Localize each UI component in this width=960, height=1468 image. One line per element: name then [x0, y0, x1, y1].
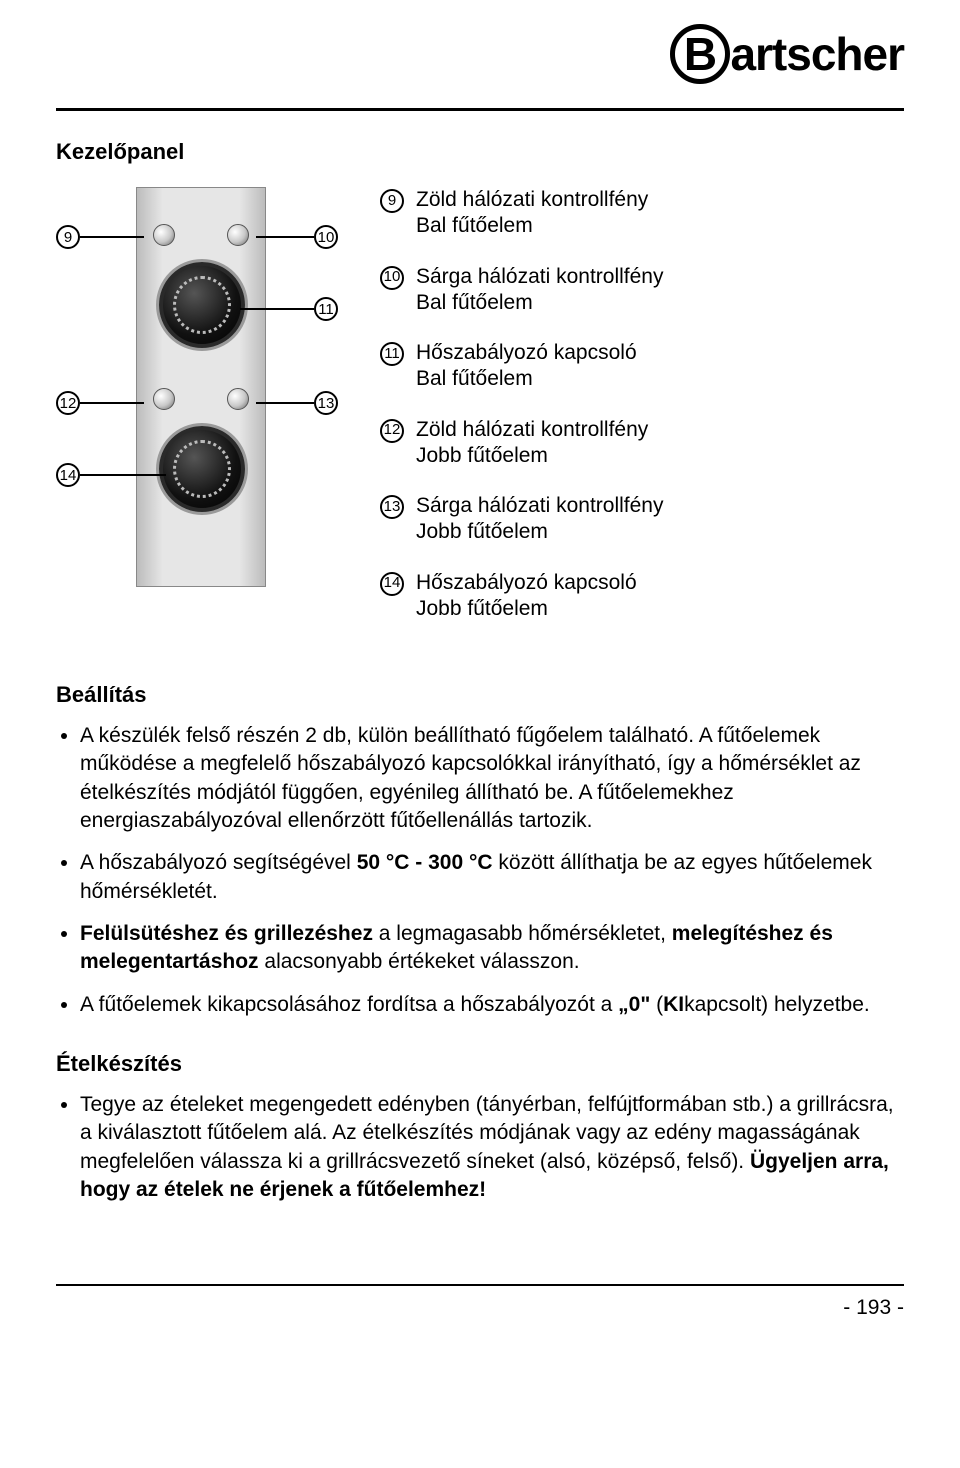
- lead-9: [80, 236, 144, 238]
- callout-13: 13: [256, 391, 338, 415]
- legend-t2-9: Bal fűtőelem: [416, 214, 533, 237]
- legend-item-12: 12 Zöld hálózati kontrollfény Jobb fűtőel…: [380, 417, 904, 470]
- legend-num-13: 13: [380, 495, 404, 519]
- led-10: [227, 224, 249, 246]
- bullet-b1: A készülék felső részén 2 db, külön beál…: [80, 722, 904, 835]
- brand-b-icon: B: [670, 24, 730, 84]
- legend-num-12: 12: [380, 419, 404, 443]
- legend-t2-10: Bal fűtőelem: [416, 291, 533, 314]
- brand-logo: B artscher: [670, 24, 904, 84]
- bullet-b2a: A hőszabályozó segítségével: [80, 851, 357, 874]
- legend-t2-12: Jobb fűtőelem: [416, 444, 548, 467]
- brand-name: artscher: [730, 27, 904, 81]
- legend-t2-11: Bal fűtőelem: [416, 367, 533, 390]
- bullets-beallitas: A készülék felső részén 2 db, külön beál…: [56, 722, 904, 1019]
- bullet-b3: Felülsütéshez és grillezéshez a legmagas…: [80, 920, 904, 977]
- legend-t2-14: Jobb fűtőelem: [416, 597, 548, 620]
- bullets-etel: Tegye az ételeket megengedett edényben (…: [56, 1091, 904, 1204]
- rule-top: [56, 108, 904, 111]
- legend-num-14: 14: [380, 572, 404, 596]
- callout-num-14: 14: [56, 463, 80, 487]
- led-13: [227, 388, 249, 410]
- callout-10: 10: [256, 225, 338, 249]
- legend-t1-10: Sárga hálózati kontrollfény: [416, 265, 663, 288]
- legend-t1-14: Hőszabályozó kapcsoló: [416, 571, 637, 594]
- led-9: [153, 224, 175, 246]
- legend-t1-13: Sárga hálózati kontrollfény: [416, 494, 663, 517]
- bullet-b3b: a legmagasabb hőmérsékletet,: [373, 922, 672, 945]
- bullet-b3d: alacsonyabb értékeket válasszon.: [259, 950, 580, 973]
- bullet-b4d: KI: [663, 993, 684, 1016]
- control-panel-diagram: 9 12 14 10 11 13: [56, 187, 356, 587]
- page-number: - 193 -: [56, 1296, 904, 1320]
- legend-t1-9: Zöld hálózati kontrollfény: [416, 188, 648, 211]
- lead-14: [80, 474, 166, 476]
- lead-12: [80, 402, 144, 404]
- rule-bottom: [56, 1284, 904, 1286]
- legend-num-9: 9: [380, 189, 404, 213]
- heading-kezelopanel: Kezelőpanel: [56, 139, 904, 165]
- led-12: [153, 388, 175, 410]
- dial-14: [159, 426, 245, 512]
- lead-10: [256, 236, 314, 238]
- callout-14: 14: [56, 463, 166, 487]
- legend-item-9: 9 Zöld hálózati kontrollfény Bal fűtőelem: [380, 187, 904, 240]
- legend-item-11: 11 Hőszabályozó kapcsoló Bal fűtőelem: [380, 340, 904, 393]
- callout-11: 11: [240, 297, 338, 321]
- bullet-b4b: „0": [618, 993, 650, 1016]
- callout-9: 9: [56, 225, 144, 249]
- callout-num-12: 12: [56, 391, 80, 415]
- bullet-b2: A hőszabályozó segítségével 50 °C - 300 …: [80, 849, 904, 906]
- heading-beallitas: Beállítás: [56, 682, 904, 708]
- bullet-e1: Tegye az ételeket megengedett edényben (…: [80, 1091, 904, 1204]
- legend-t1-11: Hőszabályozó kapcsoló: [416, 341, 637, 364]
- lead-13: [256, 402, 314, 404]
- brand-b-letter: B: [684, 31, 717, 77]
- lead-11: [240, 308, 314, 310]
- legend-t2-13: Jobb fűtőelem: [416, 520, 548, 543]
- legend-item-14: 14 Hőszabályozó kapcsoló Jobb fűtőelem: [380, 570, 904, 623]
- legend-num-11: 11: [380, 342, 404, 366]
- legend-t1-12: Zöld hálózati kontrollfény: [416, 418, 648, 441]
- legend-item-10: 10 Sárga hálózati kontrollfény Bal fűtőel…: [380, 264, 904, 317]
- callout-12: 12: [56, 391, 144, 415]
- legend-num-10: 10: [380, 266, 404, 290]
- callout-num-10: 10: [314, 225, 338, 249]
- bullet-b3a: Felülsütéshez és grillezéshez: [80, 922, 373, 945]
- panel-plate: [136, 187, 266, 587]
- bullet-b2b: 50 °C - 300 °C: [357, 851, 493, 874]
- callout-num-9: 9: [56, 225, 80, 249]
- bullet-b4e: kapcsolt) helyzetbe.: [684, 993, 870, 1016]
- dial-11: [159, 262, 245, 348]
- legend: 9 Zöld hálózati kontrollfény Bal fűtőelem…: [380, 187, 904, 646]
- heading-etelkeszites: Ételkészítés: [56, 1051, 904, 1077]
- bullet-b1a: A készülék felső részén 2 db, külön beál…: [80, 724, 861, 832]
- bullet-b4a: A fűtőelemek kikapcsolásához fordítsa a …: [80, 993, 618, 1016]
- legend-item-13: 13 Sárga hálózati kontrollfény Jobb fűtőe…: [380, 493, 904, 546]
- bullet-b4: A fűtőelemek kikapcsolásához fordítsa a …: [80, 991, 904, 1019]
- callout-num-13: 13: [314, 391, 338, 415]
- callout-num-11: 11: [314, 297, 338, 321]
- bullet-b4c: (: [650, 993, 663, 1016]
